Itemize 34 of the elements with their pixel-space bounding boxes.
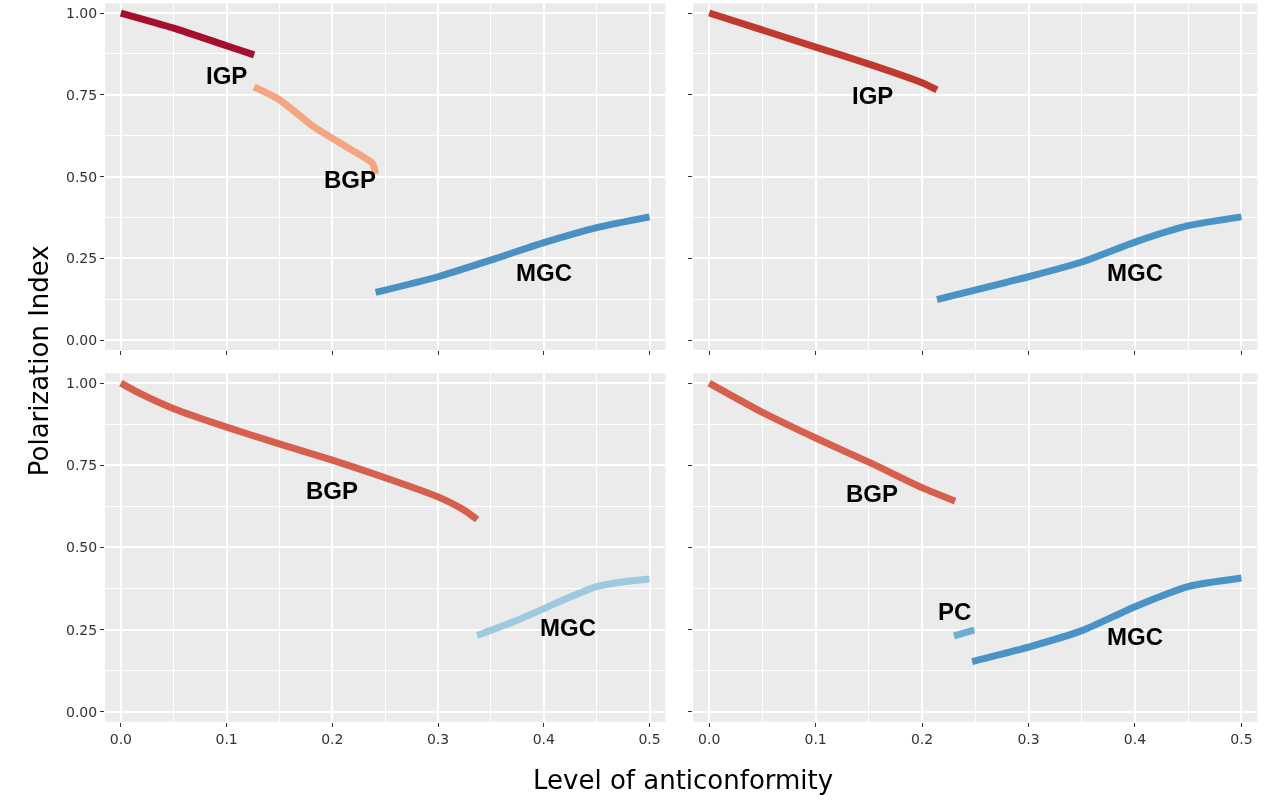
series-label: IGP xyxy=(852,82,894,109)
series-label: BGP xyxy=(306,477,359,504)
y-tick-label: 0.50 xyxy=(66,168,98,185)
x-tick-label: 0.3 xyxy=(1017,730,1040,747)
x-tick-label: 0.2 xyxy=(910,730,934,747)
x-tick-label: 0.4 xyxy=(1123,730,1147,747)
x-tick-label: 0.3 xyxy=(426,730,450,747)
y-tick-label: 0.00 xyxy=(66,332,98,349)
series-label: MGC xyxy=(1107,623,1163,650)
y-tick-label: 1.00 xyxy=(66,375,98,392)
x-tick-label: 0.4 xyxy=(532,730,556,747)
x-tick-label: 0.5 xyxy=(638,730,661,747)
y-tick-label: 0.25 xyxy=(66,250,98,267)
series-label: IGP xyxy=(206,62,248,89)
x-tick-label: 0.1 xyxy=(804,730,827,747)
y-tick-label: 0.75 xyxy=(66,457,98,474)
series-label: BGP xyxy=(324,166,377,193)
series-label: MGC xyxy=(540,614,596,641)
x-tick-label: 0.5 xyxy=(1230,730,1253,747)
y-tick-label: 1.00 xyxy=(66,4,98,21)
y-tick-label: 0.00 xyxy=(66,703,98,720)
series-label: MGC xyxy=(1107,259,1163,286)
series-label: BGP xyxy=(846,480,899,507)
x-tick-label: 0.0 xyxy=(109,730,132,747)
x-tick-label: 0.2 xyxy=(321,730,344,747)
x-tick-label: 0.0 xyxy=(698,730,721,747)
y-axis-title: Polarization Index xyxy=(24,245,55,477)
y-tick-label: 0.50 xyxy=(66,539,98,556)
y-tick-label: 0.25 xyxy=(66,621,98,638)
x-tick-label: 0.1 xyxy=(215,730,238,747)
y-tick-label: 0.75 xyxy=(66,86,98,103)
series-label: MGC xyxy=(516,259,572,286)
series-label: PC xyxy=(938,598,972,625)
x-axis-title: Level of anticonformity xyxy=(533,765,834,795)
